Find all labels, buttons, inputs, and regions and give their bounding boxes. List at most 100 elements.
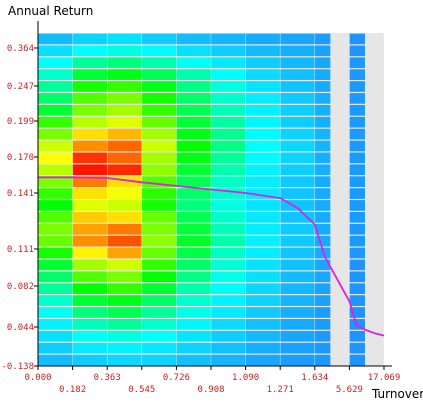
heatmap-cell bbox=[107, 33, 142, 45]
heatmap-cell bbox=[141, 211, 177, 223]
heatmap-cell bbox=[38, 354, 73, 366]
heatmap-cell bbox=[38, 235, 73, 247]
heatmap-cell bbox=[245, 128, 281, 140]
heatmap-cell bbox=[107, 330, 142, 342]
heatmap-cell bbox=[72, 69, 108, 80]
heatmap-cell bbox=[176, 295, 211, 306]
heatmap-cell bbox=[72, 295, 108, 306]
heatmap-cell bbox=[349, 116, 365, 128]
heatmap-cell bbox=[349, 81, 365, 92]
heatmap-cell bbox=[72, 211, 108, 223]
heatmap-cell bbox=[107, 116, 142, 128]
heatmap-cell bbox=[141, 235, 177, 247]
heatmap-cell bbox=[72, 342, 108, 354]
heatmap-cell bbox=[72, 33, 108, 45]
heatmap-cell bbox=[107, 69, 142, 80]
heatmap-cell bbox=[176, 235, 211, 247]
x-tick-label: 0.545 bbox=[128, 385, 155, 395]
heatmap-cell bbox=[72, 247, 108, 259]
heatmap-cell bbox=[176, 104, 211, 116]
heatmap-cell bbox=[314, 330, 331, 342]
heatmap-cell bbox=[280, 45, 315, 57]
heatmap-cell bbox=[72, 283, 108, 295]
heatmap-cell bbox=[141, 176, 177, 187]
heatmap-cell bbox=[349, 235, 365, 247]
heatmap-cell bbox=[38, 45, 73, 57]
heatmap-cell bbox=[314, 307, 331, 318]
heatmap-cell bbox=[72, 223, 108, 235]
heatmap-cell bbox=[38, 104, 73, 116]
heatmap-cell bbox=[314, 69, 331, 80]
heatmap-cell bbox=[314, 223, 331, 235]
heatmap-cell bbox=[211, 57, 246, 69]
heatmap-cell bbox=[211, 164, 246, 176]
heatmap-cell bbox=[314, 57, 331, 69]
heatmap-cell bbox=[314, 200, 331, 211]
heatmap-cell bbox=[107, 176, 142, 187]
heatmap-cell bbox=[141, 81, 177, 92]
y-tick-label: 0.082 bbox=[7, 282, 34, 292]
heatmap-cell bbox=[141, 271, 177, 283]
heatmap-cell bbox=[141, 93, 177, 104]
heatmap-cell bbox=[349, 164, 365, 176]
heatmap-cell bbox=[245, 200, 281, 211]
heatmap-cell bbox=[107, 235, 142, 247]
y-tick-label: 0.111 bbox=[7, 245, 34, 255]
heatmap-cell bbox=[72, 200, 108, 211]
heatmap-cell bbox=[107, 128, 142, 140]
heatmap-cell bbox=[349, 223, 365, 235]
heatmap-cell bbox=[176, 330, 211, 342]
heatmap-cell bbox=[107, 200, 142, 211]
x-tick-label: 1.634 bbox=[301, 373, 328, 383]
heatmap-cell bbox=[176, 271, 211, 283]
heatmap-cell bbox=[349, 33, 365, 45]
heatmap-cell bbox=[141, 354, 177, 366]
heatmap-cell bbox=[38, 93, 73, 104]
heatmap-cell bbox=[141, 116, 177, 128]
heatmap-cell bbox=[245, 45, 281, 57]
heatmap-cell bbox=[280, 271, 315, 283]
heatmap-cell bbox=[107, 259, 142, 271]
heatmap-cell bbox=[314, 211, 331, 223]
heatmap-cell bbox=[38, 319, 73, 330]
heatmap-cell bbox=[349, 342, 365, 354]
heatmap-cell bbox=[38, 188, 73, 199]
heatmap-cell bbox=[141, 33, 177, 45]
heatmap-cell bbox=[38, 176, 73, 187]
heatmap-cell bbox=[141, 247, 177, 259]
heatmap-cell bbox=[349, 104, 365, 116]
heatmap-cell bbox=[245, 93, 281, 104]
heatmap-cell bbox=[245, 140, 281, 152]
heatmap-cell bbox=[314, 235, 331, 247]
heatmap-cell bbox=[72, 164, 108, 176]
heatmap-cell bbox=[211, 354, 246, 366]
heatmap-cell bbox=[314, 295, 331, 306]
heatmap-cell bbox=[280, 319, 315, 330]
heatmap-cell bbox=[141, 259, 177, 271]
heatmap-cell bbox=[314, 116, 331, 128]
heatmap-cell bbox=[72, 235, 108, 247]
y-tick-labels: 0.364 0.247 0.199 0.170 0.141 0.111 0.082 0.044… bbox=[1, 44, 34, 372]
heatmap-cell bbox=[314, 33, 331, 45]
heatmap-cell bbox=[211, 116, 246, 128]
heatmap-cell bbox=[245, 295, 281, 306]
heatmap-cell bbox=[211, 271, 246, 283]
heatmap-cell bbox=[280, 69, 315, 80]
axes bbox=[34, 21, 392, 370]
heatmap-cell bbox=[107, 283, 142, 295]
heatmap-cell bbox=[72, 330, 108, 342]
heatmap-cell bbox=[280, 152, 315, 164]
heatmap-cell bbox=[349, 354, 365, 366]
heatmap-cell bbox=[349, 69, 365, 80]
heatmap-cell bbox=[314, 259, 331, 271]
heatmap-cell bbox=[245, 259, 281, 271]
heatmap-cell bbox=[314, 283, 331, 295]
heatmap-cell bbox=[107, 152, 142, 164]
x-tick-label: 0.363 bbox=[94, 373, 121, 383]
heatmap-cell bbox=[349, 152, 365, 164]
heatmap-cell bbox=[72, 104, 108, 116]
heatmap-cell bbox=[245, 319, 281, 330]
heatmap-cell bbox=[107, 104, 142, 116]
heatmap-cell bbox=[176, 164, 211, 176]
heatmap-cell bbox=[176, 354, 211, 366]
